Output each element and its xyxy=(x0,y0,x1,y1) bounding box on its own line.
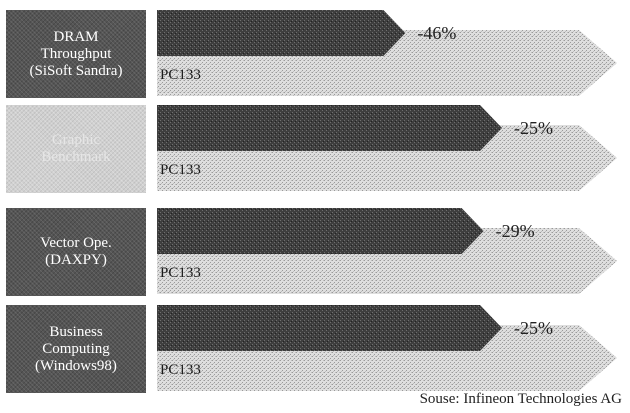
value-bar xyxy=(157,105,502,151)
category-label: Graphic Benchmark xyxy=(6,105,146,193)
category-label-text: DRAM Throughput (SiSoft Sandra) xyxy=(29,28,123,79)
category-label: Vector Ope. (DAXPY) xyxy=(6,208,146,296)
value-bar xyxy=(157,208,484,254)
value-bar xyxy=(157,10,406,56)
value-bar xyxy=(157,305,502,351)
value-label: -25% xyxy=(514,318,553,338)
baseline-label: PC133 xyxy=(160,265,201,281)
baseline-label: PC133 xyxy=(160,162,201,178)
category-label: Business Computing (Windows98) xyxy=(6,305,146,393)
category-label: DRAM Throughput (SiSoft Sandra) xyxy=(6,10,146,98)
category-label-text: Vector Ope. (DAXPY) xyxy=(40,235,112,268)
source-note: Souse: Infineon Technologies AG xyxy=(419,391,622,407)
baseline-label: PC133 xyxy=(160,362,201,378)
category-label-text: Graphic Benchmark xyxy=(41,132,111,165)
baseline-label: PC133 xyxy=(160,67,201,83)
value-label: -29% xyxy=(496,221,535,241)
category-label-text: Business Computing (Windows98) xyxy=(35,323,117,374)
value-label: -25% xyxy=(514,118,553,138)
value-label: -46% xyxy=(417,23,456,43)
